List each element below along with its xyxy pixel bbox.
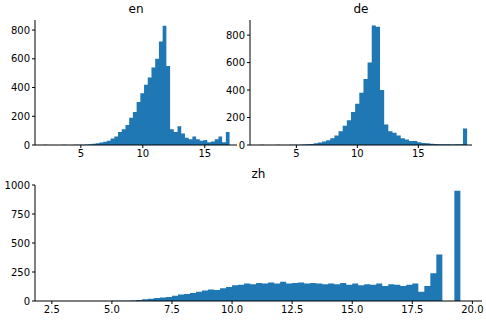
svg-text:20.0: 20.0 — [461, 304, 478, 315]
svg-text:750: 750 — [11, 209, 30, 220]
svg-text:2.5: 2.5 — [44, 304, 60, 315]
svg-text:400: 400 — [226, 85, 245, 96]
svg-text:12.5: 12.5 — [281, 304, 303, 315]
svg-text:800: 800 — [11, 25, 30, 36]
html-text:en: en — [128, 2, 144, 16]
svg-text:1000: 1000 — [8, 180, 30, 191]
svg-text:15: 15 — [412, 148, 425, 159]
svg-text:5: 5 — [293, 148, 299, 159]
svg-text:0: 0 — [24, 140, 30, 151]
svg-text:200: 200 — [11, 111, 30, 122]
svg-text:5.0: 5.0 — [104, 304, 120, 315]
svg-text:200: 200 — [226, 112, 245, 123]
svg-text:10: 10 — [136, 148, 149, 159]
svg-text:10.0: 10.0 — [221, 304, 243, 315]
svg-text:17.5: 17.5 — [401, 304, 423, 315]
svg-text:500: 500 — [11, 238, 30, 249]
html-text:zh: zh — [251, 167, 266, 181]
svg-text:400: 400 — [11, 82, 30, 93]
svg-text:0: 0 — [24, 296, 30, 307]
svg-text:600: 600 — [11, 53, 30, 64]
svg-text:15.0: 15.0 — [341, 304, 363, 315]
svg-text:250: 250 — [11, 267, 30, 278]
svg-text:800: 800 — [226, 30, 245, 41]
svg-text:600: 600 — [226, 57, 245, 68]
svg-text:5: 5 — [78, 148, 84, 159]
svg-text:10: 10 — [351, 148, 364, 159]
svg-text:7.5: 7.5 — [164, 304, 180, 315]
html-text:de: de — [353, 2, 369, 16]
svg-text:0: 0 — [239, 140, 245, 151]
svg-text:15: 15 — [198, 148, 211, 159]
